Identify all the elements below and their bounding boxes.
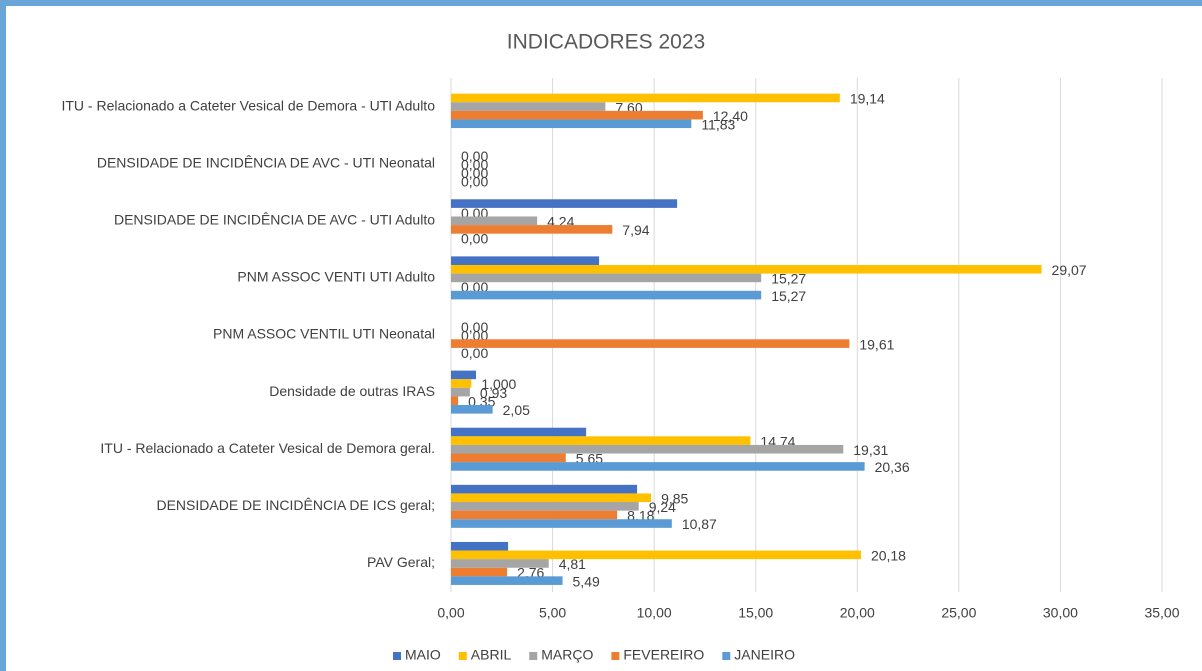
bar	[451, 427, 587, 437]
x-tick-label: 10,00	[637, 605, 672, 621]
y-tick-label: DENSIDADE DE INCIDÊNCIA DE AVC - UTI Adu…	[114, 211, 435, 227]
bar	[451, 510, 618, 520]
bar	[451, 370, 476, 380]
y-tick-label: ITU - Relacionado a Cateter Vesical de D…	[100, 440, 435, 456]
data-label: 0,00	[461, 345, 488, 361]
bar	[451, 216, 538, 226]
bar	[451, 502, 639, 511]
data-label: 5,49	[573, 573, 600, 589]
legend-swatch	[458, 652, 467, 660]
data-label: 20,36	[875, 459, 910, 475]
bar	[451, 119, 692, 129]
y-tick-label: DENSIDADE DE INCIDÊNCIA DE AVC - UTI Neo…	[97, 154, 435, 170]
bar	[451, 559, 549, 568]
chart-title: INDICADORES 2023	[507, 31, 705, 54]
bar	[451, 453, 566, 463]
data-label: 9,24	[649, 499, 676, 515]
data-label: 0,00	[461, 148, 488, 164]
y-tick-label: PAV Geral;	[367, 554, 435, 570]
bar	[451, 110, 703, 120]
data-label: 0,00	[461, 165, 488, 181]
bar	[451, 541, 509, 551]
bar	[451, 444, 844, 454]
data-label: 10,87	[682, 516, 717, 532]
data-label: 11,83	[701, 116, 735, 132]
x-tick-label: 15,00	[738, 605, 773, 621]
data-label: 0,00	[461, 156, 488, 172]
data-label: 0,93	[480, 385, 507, 401]
legend-label: JANEIRO	[734, 647, 795, 663]
y-tick-label: ITU - Relacionado a Cateter Vesical de D…	[61, 97, 435, 113]
data-label: 1,000	[481, 376, 516, 392]
bar	[451, 290, 762, 300]
data-label: 0,00	[461, 319, 488, 335]
legend-swatch	[529, 652, 538, 660]
x-tick-label: 20,00	[840, 605, 875, 621]
data-label: 4,81	[559, 556, 586, 572]
bar	[451, 273, 762, 283]
bar	[451, 493, 652, 503]
legend-label: ABRIL	[471, 647, 512, 663]
bar	[451, 264, 1042, 274]
bar	[451, 387, 470, 397]
bar	[451, 436, 751, 445]
legend-label: MAIO	[405, 647, 441, 663]
x-tick-label: 35,00	[1144, 605, 1179, 621]
data-label: 15,27	[771, 271, 806, 287]
bar	[451, 256, 600, 265]
data-label: 0,00	[461, 174, 488, 190]
data-label: 19,61	[859, 336, 894, 352]
legend-label: MARÇO	[541, 647, 593, 663]
data-label: 0,00	[461, 231, 488, 247]
bar	[451, 550, 861, 560]
bar	[451, 379, 472, 388]
bar	[451, 93, 840, 103]
legend-swatch	[393, 652, 401, 660]
y-tick-label: Densidade de outras IRAS	[269, 383, 435, 399]
data-label: 19,14	[850, 91, 885, 107]
bar	[451, 339, 850, 348]
bar	[451, 576, 563, 585]
legend-swatch	[611, 652, 620, 660]
x-tick-label: 5,00	[539, 605, 566, 621]
data-label: 19,31	[853, 442, 888, 458]
data-label: 20,18	[871, 548, 906, 564]
bar	[451, 567, 508, 577]
bar	[451, 405, 493, 414]
legend-swatch	[722, 652, 731, 660]
bar	[451, 199, 678, 208]
data-label: 7,94	[622, 222, 649, 238]
y-tick-label: DENSIDADE DE INCIDÊNCIA DE ICS geral;	[156, 497, 435, 513]
bar	[451, 519, 672, 528]
bar	[451, 484, 638, 494]
x-tick-label: 25,00	[941, 605, 976, 621]
y-tick-label: PNM ASSOC VENTI UTI Adulto	[237, 269, 435, 285]
data-label: 12,40	[713, 108, 748, 124]
data-label: 9,85	[661, 490, 688, 506]
bar	[451, 396, 459, 406]
data-label: 29,07	[1052, 262, 1087, 278]
data-label: 15,27	[771, 288, 806, 304]
y-tick-label: PNM ASSOC VENTIL UTI Neonatal	[213, 326, 435, 342]
bar	[451, 102, 606, 111]
data-label: 2,05	[503, 402, 530, 418]
legend-label: FEVEREIRO	[623, 647, 704, 663]
x-tick-label: 0,00	[437, 605, 464, 621]
bar	[451, 225, 613, 234]
x-tick-label: 30,00	[1043, 605, 1078, 621]
bar	[451, 462, 865, 471]
